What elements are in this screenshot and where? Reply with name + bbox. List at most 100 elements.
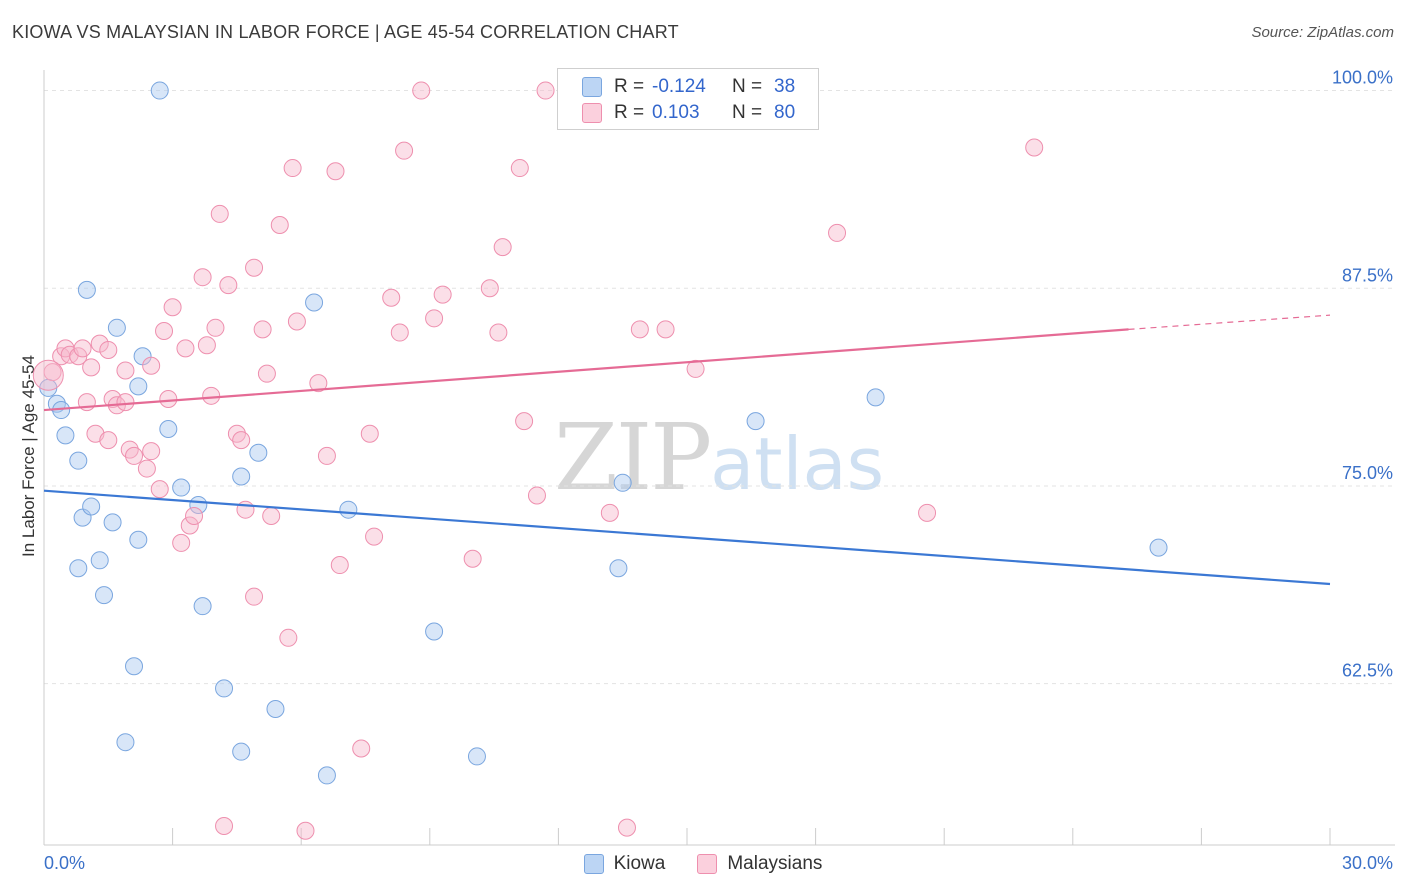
malaysian-point: [283, 159, 302, 178]
malaysian-point: [330, 556, 349, 575]
kiowa-point: [232, 742, 251, 761]
malaysian-point: [296, 821, 315, 840]
malaysian-point: [172, 533, 191, 552]
y-tick-label: 100.0%: [1332, 68, 1393, 88]
kiowa-point: [425, 622, 444, 641]
malaysian-point: [150, 480, 169, 499]
source-label: Source: ZipAtlas.com: [1251, 24, 1394, 41]
malaysian-point: [210, 204, 229, 223]
malaysian-point: [309, 374, 328, 393]
kiowa-point: [77, 280, 96, 299]
malaysian-point: [215, 817, 234, 836]
kiowa-point: [232, 467, 251, 486]
kiowa-point: [305, 293, 324, 312]
legend-item-kiowa[interactable]: Kiowa: [583, 853, 666, 875]
malaysian-point: [515, 412, 534, 431]
malaysian-point: [352, 739, 371, 758]
malaysian-point: [180, 516, 199, 535]
malaysian-point: [257, 364, 276, 383]
kiowa-point: [266, 699, 285, 718]
kiowa-point: [69, 451, 88, 470]
watermark-zip: ZIP: [554, 404, 712, 511]
kiowa-trend-line: [43, 489, 1331, 586]
kiowa-point: [125, 657, 144, 676]
legend-n-value: 80: [774, 102, 796, 123]
malaysian-point: [463, 549, 482, 568]
malaysian-point: [617, 818, 636, 837]
kiowa-point: [129, 377, 148, 396]
malaysian-point: [99, 340, 118, 359]
kiowa-point: [172, 478, 191, 497]
malaysian-point: [527, 486, 546, 505]
malaysian-point: [236, 500, 255, 519]
malaysian-point: [317, 446, 336, 465]
malaysian-point: [245, 587, 264, 606]
y-tick-label: 87.5%: [1342, 265, 1393, 285]
legend-n-label: N =: [732, 102, 763, 123]
malaysian-point: [159, 389, 178, 408]
malaysian-point: [253, 320, 272, 339]
malaysian-point: [412, 81, 431, 100]
x-tick-label: 30.0%: [1342, 853, 1393, 873]
malaysian-point: [270, 216, 289, 234]
kiowa-point: [215, 679, 234, 698]
malaysian-point: [202, 386, 221, 405]
malaysian-point: [600, 503, 619, 522]
legend-swatch-malaysians: [697, 854, 718, 874]
malaysian-point: [116, 361, 135, 380]
watermark-atlas: atlas: [710, 422, 885, 506]
chart-title: KIOWA VS MALAYSIAN IN LABOR FORCE | AGE …: [12, 22, 679, 42]
kiowa-point: [613, 473, 632, 492]
malaysian-trend-line: [43, 328, 1129, 412]
malaysian-point: [142, 356, 161, 375]
malaysian-point: [197, 336, 216, 355]
malaysian-point: [1025, 138, 1044, 157]
malaysian-point: [73, 339, 92, 358]
legend-item-malaysians[interactable]: Malaysians: [697, 853, 822, 875]
kiowa-point: [95, 586, 114, 605]
kiowa-point: [129, 530, 148, 549]
kiowa-point: [69, 559, 88, 578]
watermark: ZIPatlas: [554, 404, 884, 511]
legend-row-malaysians: R = 0.103 N = 80: [582, 101, 795, 125]
malaysian-trend-extension: [1128, 314, 1331, 330]
malaysian-point: [99, 431, 118, 450]
malaysian-point: [630, 320, 649, 339]
kiowa-point: [103, 513, 122, 532]
malaysian-point: [395, 141, 414, 160]
x-tick-label: 0.0%: [44, 853, 85, 873]
malaysian-point: [116, 393, 135, 412]
malaysian-point: [43, 363, 62, 382]
malaysian-point: [219, 276, 238, 295]
kiowa-point: [746, 412, 765, 431]
legend-label-malaysians: Malaysians: [727, 853, 823, 874]
malaysian-point: [206, 318, 225, 337]
correlation-legend: R = -0.124 N = 38 R = 0.103 N = 80: [557, 68, 819, 130]
kiowa-point: [159, 420, 178, 439]
malaysian-point: [493, 238, 512, 257]
malaysian-point: [510, 159, 529, 178]
legend-n-label: N =: [732, 76, 763, 97]
legend-swatch-kiowa: [582, 77, 602, 97]
malaysian-point: [326, 162, 345, 181]
malaysian-point: [155, 321, 174, 340]
malaysian-point: [425, 309, 444, 328]
malaysian-point: [32, 359, 64, 391]
legend-r-value: -0.124: [652, 76, 706, 97]
kiowa-point: [193, 597, 212, 616]
malaysian-point: [176, 339, 195, 358]
malaysian-point: [163, 298, 182, 317]
legend-row-kiowa: R = -0.124 N = 38: [582, 75, 795, 99]
y-tick-label: 62.5%: [1342, 661, 1393, 681]
kiowa-point: [107, 318, 126, 337]
kiowa-point: [56, 426, 75, 445]
legend-swatch-kiowa: [583, 854, 604, 874]
malaysian-point: [918, 503, 937, 522]
legend-r-label: R =: [614, 102, 645, 123]
malaysian-point: [365, 527, 384, 546]
malaysian-point: [382, 288, 401, 307]
malaysian-point: [287, 312, 306, 331]
legend-label-kiowa: Kiowa: [613, 853, 666, 874]
malaysian-point: [433, 285, 452, 304]
